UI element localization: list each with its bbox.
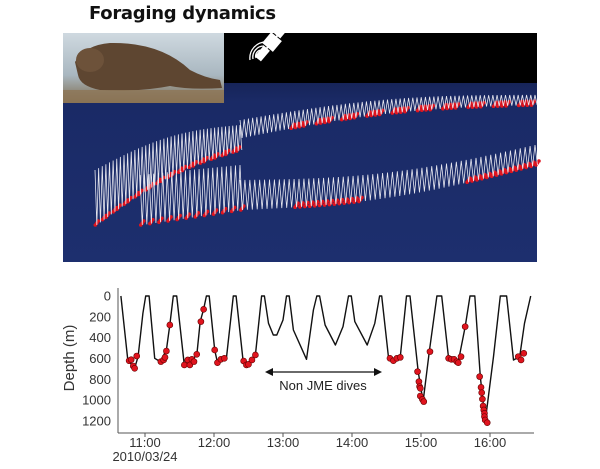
jme-event-point [478,389,486,396]
y-tick-label: 600 [89,351,111,366]
arrow-right-icon [374,368,382,376]
jme-event-point [479,395,486,403]
x-tick-label: 16:00 [474,435,507,450]
jme-event-point [483,419,491,426]
x-tick-label: 13:00 [267,435,300,450]
jme-event-point [166,321,174,329]
dive-track-trace [239,144,538,211]
jme-event-point [517,356,525,364]
date-label: 2010/03/24 [112,449,177,464]
jme-event-point [200,306,207,313]
jme-event-point [461,323,469,330]
jme-event-point [417,384,424,392]
dive-profile-series [120,295,532,423]
jme-event-point [476,373,483,380]
track-jme-dot [96,219,101,223]
non-jme-annotation: Non JME dives [265,368,382,393]
x-tick-label: 15:00 [405,435,438,450]
y-axis-label: Depth (m) [61,325,78,392]
dive-track-trace [239,94,538,139]
jme-event-point [221,354,228,362]
jme-event-point [211,346,218,354]
jme-event-series [125,306,528,426]
jme-event-point [193,351,201,358]
satellite-icon [254,22,290,62]
x-tick-label: 11:00 [129,435,161,450]
signal-waves-icon [249,41,267,61]
y-tick-label: 200 [89,309,111,324]
3d-dive-tracks [93,94,541,227]
jme-event-point [414,368,421,375]
chart-axes: 0 200 400 600 800 1000 1200 11:00 12:00 13:00 14:0… [82,288,534,450]
track-jme-dot [129,195,133,200]
annotation-label: Non JME dives [279,378,367,393]
y-tick-label: 800 [89,372,111,387]
jme-event-point [127,356,135,363]
x-tick-label: 12:00 [198,435,231,450]
track-jme-dot [537,159,541,163]
figure-title: Foraging dynamics [89,3,276,24]
jme-event-point [396,354,404,361]
track-jme-dot [107,211,111,215]
dive-track-trace [94,124,243,226]
jme-event-point [426,348,434,355]
jme-event-point [245,361,252,368]
jme-event-point [163,347,170,355]
jme-event-point [420,398,428,405]
jme-event-point [520,349,528,357]
jme-event-point [190,358,198,365]
jme-event-point [248,356,256,364]
y-tick-label: 1200 [82,414,111,429]
jme-event-point [454,359,462,366]
jme-event-point [457,353,465,360]
dive-track-trace [139,164,243,226]
jme-event-point [197,318,205,325]
dive-profile-line [120,295,532,423]
y-tick-label: 400 [89,330,111,345]
arrow-left-icon [265,368,273,376]
track-jme-dot [118,203,122,208]
y-tick-label: 1000 [82,393,111,408]
seal-photo [63,33,224,103]
jme-event-point [161,354,169,361]
x-tick-label: 14:00 [336,435,369,450]
jme-event-point [252,351,259,359]
jme-event-point [131,364,138,372]
elephant-seal-dive-illustration [63,22,541,262]
y-tick-label: 0 [104,289,111,304]
jme-event-point [133,352,141,360]
